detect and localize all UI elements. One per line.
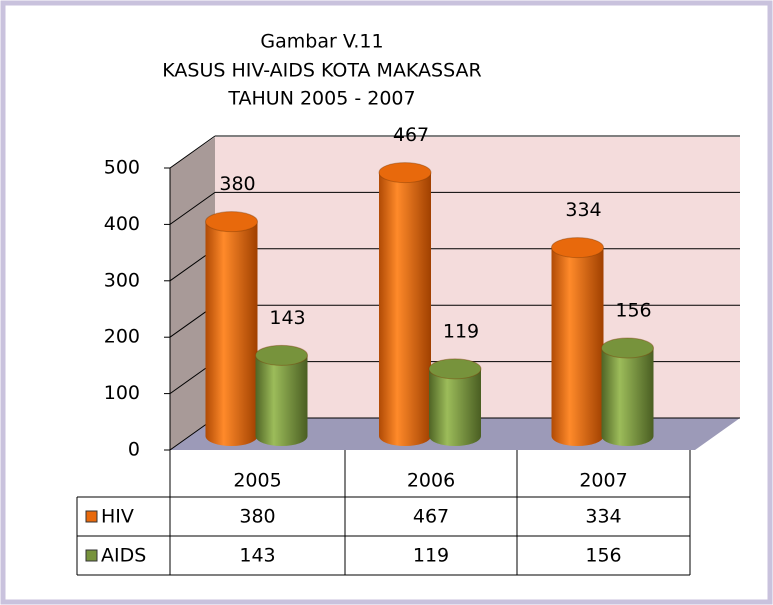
cylinder [601, 337, 654, 446]
legend-label: AIDS [101, 545, 146, 567]
cylinder-body [205, 221, 258, 436]
value-label: 119 [443, 320, 479, 342]
value-label: 380 [219, 173, 255, 195]
cylinder-body [255, 355, 308, 436]
y-tick-label: 100 [104, 382, 140, 404]
cylinder-base [551, 426, 604, 446]
cylinder-body [551, 247, 604, 436]
table-cell: 156 [585, 545, 621, 567]
cylinder [378, 162, 432, 446]
cylinder-top [551, 237, 604, 259]
cylinder-base [601, 426, 654, 446]
cylinder-top [255, 344, 308, 366]
cylinder-top [601, 337, 654, 359]
value-label: 143 [269, 307, 305, 329]
grid-line [169, 135, 216, 169]
chart-title: TAHUN 2005 - 2007 [227, 88, 415, 110]
table-cell: 380 [239, 506, 275, 528]
value-label: 156 [615, 300, 651, 322]
cylinder [428, 358, 482, 446]
y-tick-label: 300 [104, 269, 140, 291]
chart-title: KASUS HIV-AIDS KOTA MAKASSAR [162, 60, 481, 82]
legend-swatch [85, 549, 98, 562]
legend-swatch [85, 510, 98, 523]
x-tick-label: 2005 [233, 470, 281, 492]
value-label: 334 [565, 199, 601, 221]
cylinder-base [429, 426, 481, 446]
table-cell: 334 [585, 506, 621, 528]
data-table [76, 450, 691, 576]
table-cell: 467 [413, 506, 449, 528]
cylinder-base [255, 426, 308, 446]
cylinder-body [379, 172, 431, 436]
table-cell: 143 [239, 545, 275, 567]
y-tick-label: 500 [104, 157, 140, 179]
cylinder [551, 237, 604, 446]
y-tick-label: 200 [104, 326, 140, 348]
y-tick-label: 0 [128, 439, 140, 461]
x-tick-label: 2006 [407, 470, 455, 492]
cylinder-top [378, 162, 432, 184]
side-wall [170, 137, 215, 450]
chart-title: Gambar V.11 [260, 31, 383, 53]
cylinder [205, 211, 258, 446]
legend-label: HIV [101, 506, 134, 528]
value-label: 467 [393, 124, 429, 146]
table-cell: 119 [413, 545, 449, 567]
cylinder [255, 344, 308, 446]
cylinder-top [428, 358, 482, 380]
cylinder-base [205, 426, 258, 446]
cylinder-top [205, 211, 258, 233]
grid-line [169, 191, 216, 225]
cylinder-body [601, 348, 654, 436]
y-tick-label: 400 [104, 213, 140, 235]
cylinder-body [429, 368, 481, 436]
cylinder-base [379, 426, 431, 446]
x-tick-label: 2007 [579, 470, 627, 492]
